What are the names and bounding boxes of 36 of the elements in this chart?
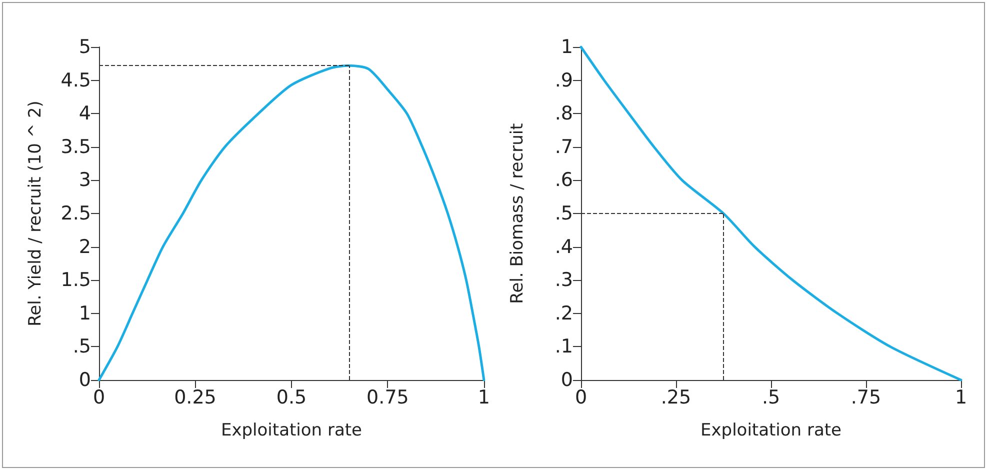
y-tick-label: 0: [78, 369, 91, 391]
y-tick-label: .8: [554, 102, 573, 125]
x-tick-label: .25: [660, 386, 692, 408]
x-tick-label: 0: [574, 386, 588, 408]
y-tick-label: .9: [554, 69, 573, 92]
y-tick-label: .7: [554, 136, 573, 158]
y-tick-label: 0: [560, 369, 573, 391]
y-tick-label: 1: [78, 302, 91, 324]
y-tick-label: 1: [560, 36, 573, 58]
y-tick-label: 4.5: [60, 69, 91, 92]
x-tick-label: 1: [954, 386, 968, 408]
y-tick-label: 4: [78, 102, 91, 125]
y-axis-title: Rel. Biomass / recruit: [508, 122, 528, 304]
x-tick-label: 1: [478, 386, 490, 408]
x-axis-title: Exploitation rate: [220, 420, 362, 440]
x-tick-label: 0.75: [366, 386, 409, 408]
y-tick-label: 2.5: [60, 202, 91, 224]
y-tick-label: .6: [554, 169, 573, 192]
y-tick-label: .3: [554, 269, 573, 292]
x-tick-label: 0: [92, 386, 106, 408]
y-tick-label: 5: [78, 36, 91, 58]
y-tick-label: 2: [78, 236, 91, 258]
y-tick-label: 3.5: [60, 136, 91, 158]
x-axis-title: Exploitation rate: [700, 420, 842, 440]
y-tick-label: .1: [554, 336, 573, 358]
x-tick-label: .75: [850, 386, 882, 408]
y-axis-title: Rel. Yield / recruit (10 ^ 2): [26, 100, 46, 326]
x-tick-label: .5: [762, 386, 780, 408]
x-tick-label: 0.25: [174, 386, 216, 408]
y-tick-label: .2: [554, 302, 573, 324]
y-tick-label: .5: [554, 202, 573, 224]
x-tick-label: 0.5: [276, 386, 307, 408]
y-tick-label: .5: [72, 336, 91, 358]
y-tick-label: 1.5: [60, 269, 91, 292]
y-tick-label: 3: [78, 169, 91, 192]
y-tick-label: .4: [554, 236, 573, 258]
